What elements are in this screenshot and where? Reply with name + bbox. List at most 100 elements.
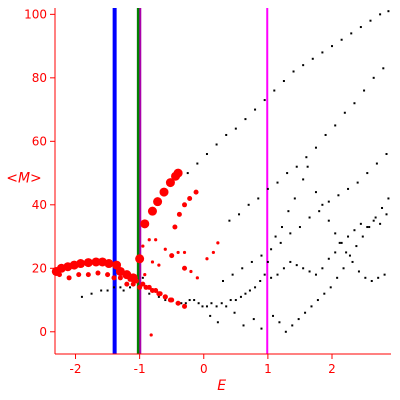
data-point [186,172,189,175]
data-point [182,202,188,208]
data-point [220,302,223,305]
data-point [323,292,326,295]
data-point [364,276,367,279]
data-point [284,330,287,333]
vertical-lines [112,8,269,354]
data-point [222,279,224,282]
data-point [334,232,337,235]
y-axis-label: <M> [6,171,42,187]
data-point [321,51,324,54]
data-point [205,153,208,156]
data-point [329,286,332,289]
data-point [295,264,298,267]
data-point [286,172,289,175]
data-point [279,241,282,244]
data-point [229,299,232,302]
data-point [308,216,311,219]
data-point [259,279,262,282]
data-point [154,238,158,242]
y-tick-label: 20 [32,261,47,275]
data-point [189,269,193,274]
data-point [374,216,377,219]
data-point [353,229,356,232]
data-point [263,273,266,276]
data-point [141,276,144,279]
y-tick-label: 40 [32,198,47,212]
data-point [122,289,125,292]
data-point [104,259,114,269]
data-point [149,333,153,337]
data-point [162,294,168,300]
data-point [311,57,314,60]
y-tick-label: 100 [24,7,47,21]
data-point [241,267,244,270]
data-points [51,10,390,337]
data-point [169,297,175,303]
data-point [385,153,388,156]
data-point [172,224,178,230]
data-point [272,314,275,317]
data-point [302,178,305,181]
data-point [361,235,364,238]
data-point [347,235,350,238]
data-point [157,295,160,298]
data-point [280,226,283,229]
data-point [211,250,215,255]
data-point [327,219,330,222]
data-point [363,89,366,92]
data-point [304,311,307,314]
data-point [76,259,86,269]
data-point [314,191,317,194]
data-point [342,267,345,270]
data-point [355,245,358,248]
data-point [321,267,324,270]
data-point [353,102,356,105]
data-point [182,303,188,309]
data-point [370,279,373,282]
data-point [348,254,351,257]
data-point [302,267,305,270]
data-point [368,226,371,229]
data-point [130,281,136,287]
x-tick-label: -1 [134,362,146,376]
data-point [266,187,269,190]
data-point [182,250,187,255]
data-point [176,250,180,255]
data-point [111,275,117,281]
data-point [357,270,360,273]
data-point [379,13,382,16]
data-point [193,189,199,195]
data-point [182,265,188,271]
data-point [260,327,263,330]
data-point [234,127,237,130]
data-point [83,258,93,268]
data-point [295,165,298,168]
data-point [90,292,93,295]
data-point [382,67,385,70]
data-point [163,247,167,251]
data-point [173,168,183,178]
data-point [201,305,204,308]
data-point [372,76,375,79]
data-point [209,314,212,317]
data-point [305,156,308,159]
data-point [129,286,132,289]
data-point [140,281,146,287]
data-point [359,26,362,29]
data-point [143,284,149,290]
data-point [124,281,130,287]
data-point [314,146,317,149]
data-point [169,253,175,259]
data-point [366,172,369,175]
data-point [252,318,255,321]
data-point [278,321,281,324]
data-point [375,162,378,165]
data-point [196,162,199,165]
data-point [66,275,72,281]
data-point [381,206,384,209]
data-point [233,311,236,314]
data-point [76,272,82,278]
data-point [289,232,292,235]
data-point [225,305,228,308]
